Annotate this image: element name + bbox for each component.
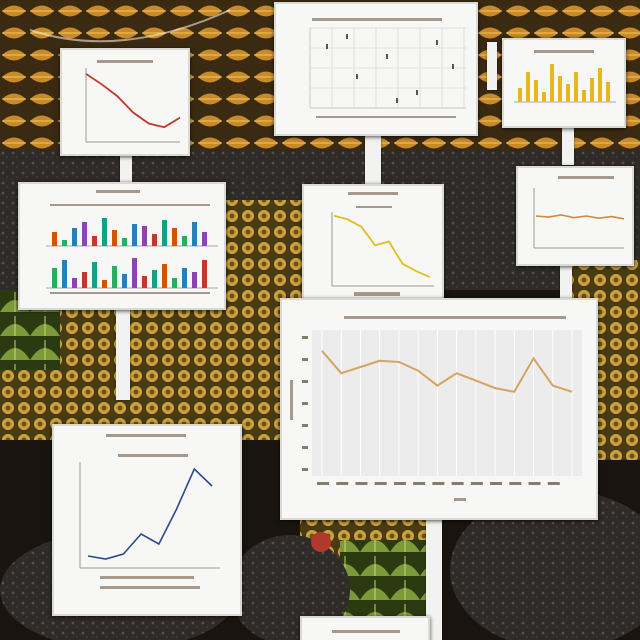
gold-bar	[534, 80, 538, 102]
multi-bar	[62, 240, 67, 246]
multi-bar	[202, 232, 207, 246]
chart-board-orange-line	[60, 48, 190, 156]
tick-mark	[302, 446, 308, 449]
multi-bar	[52, 268, 57, 288]
grid-mark	[452, 64, 454, 69]
multi-bar	[52, 232, 57, 246]
gold-bar	[574, 72, 578, 102]
sign-post	[560, 262, 572, 300]
chart-board-grid	[274, 2, 478, 136]
multi-bar	[202, 260, 207, 288]
tick-mark	[302, 336, 308, 339]
multi-bar	[182, 268, 187, 288]
tick-mark	[302, 424, 308, 427]
tan-line-series	[321, 350, 573, 393]
gold-bar	[542, 92, 546, 102]
sign-post	[426, 515, 442, 640]
tick-mark	[413, 482, 426, 485]
tick-mark	[547, 482, 560, 485]
multi-bar	[192, 272, 197, 288]
chart-board-yellow-line	[302, 184, 444, 304]
grid-mark	[416, 90, 418, 95]
multi-bar	[82, 272, 87, 288]
multi-bar	[182, 236, 187, 246]
sign-post	[487, 42, 497, 90]
multi-bar	[82, 222, 87, 246]
sign-bottom	[300, 616, 430, 640]
multi-bar	[62, 260, 67, 288]
gold-bar	[526, 72, 530, 102]
tick-mark	[451, 482, 464, 485]
gold-bar	[590, 78, 594, 102]
multi-bar	[152, 234, 157, 246]
multi-bar	[162, 264, 167, 288]
tick-mark	[432, 482, 445, 485]
gold-bar	[550, 64, 554, 102]
grid-mark	[326, 44, 328, 49]
multi-bar	[172, 228, 177, 246]
tick-mark	[302, 358, 308, 361]
grid-mark	[356, 74, 358, 79]
grid-lines	[309, 27, 466, 109]
multi-bar	[152, 270, 157, 288]
sign-post	[116, 305, 130, 400]
chart-board-flat-line	[516, 166, 634, 266]
multi-bar	[142, 276, 147, 288]
multi-bar	[122, 238, 127, 246]
grid-mark	[396, 98, 398, 103]
multi-bar	[142, 226, 147, 246]
multi-bar	[92, 236, 97, 246]
orange-line-series	[85, 73, 181, 129]
gold-bar	[566, 84, 570, 102]
tick-mark	[302, 380, 308, 383]
multi-bar	[72, 278, 77, 288]
sign-post	[120, 150, 132, 190]
tick-mark	[393, 482, 406, 485]
chart-board-gold-bars	[502, 38, 626, 128]
tick-mark	[374, 482, 387, 485]
chart-board-large-line	[280, 298, 598, 520]
chart-board-multi-bars	[18, 182, 226, 310]
tick-mark	[470, 482, 483, 485]
sign-post	[365, 130, 381, 185]
grid-mark	[436, 40, 438, 45]
multi-bar	[112, 266, 117, 288]
multi-bar	[112, 230, 117, 246]
gold-bar	[558, 76, 562, 102]
grid-mark	[386, 54, 388, 59]
multi-bar	[72, 228, 77, 246]
multi-bar	[102, 218, 107, 246]
multi-bar	[172, 278, 177, 288]
tick-mark	[302, 402, 308, 405]
tick-mark	[317, 482, 329, 485]
gold-bar	[598, 68, 602, 102]
multi-bar	[132, 258, 137, 288]
grid-mark	[346, 34, 348, 39]
tick-mark	[336, 482, 349, 485]
multi-bar	[192, 222, 197, 246]
gold-bar	[606, 82, 610, 102]
multi-bar	[122, 274, 127, 288]
tick-mark	[490, 482, 503, 485]
chart-board-blue-line	[52, 424, 242, 616]
multi-bar	[162, 220, 167, 246]
flat-line-series	[535, 214, 625, 220]
tick-mark	[509, 482, 522, 485]
multi-bar	[92, 262, 97, 288]
sign-post	[562, 125, 574, 165]
multi-bar	[102, 280, 107, 288]
multi-bar	[132, 224, 137, 246]
gold-bar	[582, 90, 586, 102]
yellow-line-series	[333, 214, 431, 278]
tick-mark	[355, 482, 368, 485]
tick-mark	[528, 482, 541, 485]
blue-line-series	[87, 467, 213, 560]
gold-bar	[518, 88, 522, 102]
tick-mark	[302, 468, 308, 471]
